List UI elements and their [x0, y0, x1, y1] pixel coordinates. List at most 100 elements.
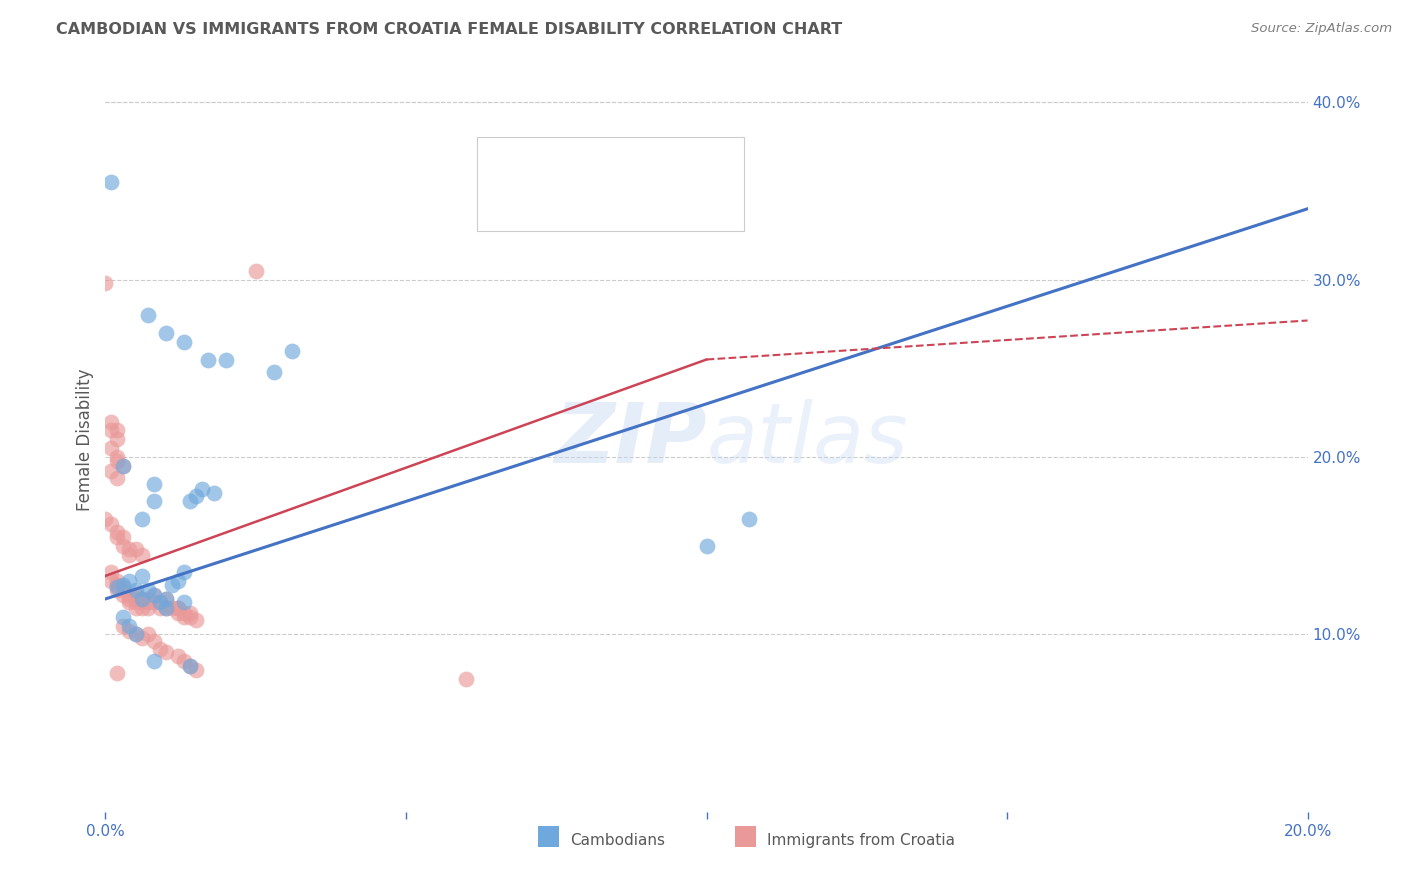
- Text: N = 38: N = 38: [641, 157, 702, 172]
- Point: [155, 326, 177, 340]
- Point: [179, 494, 201, 508]
- Point: [179, 606, 201, 620]
- Text: Immigrants from Croatia: Immigrants from Croatia: [768, 833, 955, 847]
- Point: [454, 672, 477, 686]
- Point: [131, 591, 153, 606]
- Point: [142, 476, 165, 491]
- Point: [107, 453, 129, 467]
- Point: [112, 458, 135, 473]
- Point: [136, 595, 159, 609]
- Point: [94, 512, 117, 526]
- Point: [112, 582, 135, 597]
- Point: [100, 566, 122, 580]
- Point: [148, 641, 170, 656]
- Point: [107, 574, 129, 589]
- Point: [112, 580, 135, 594]
- Point: [142, 588, 165, 602]
- Point: [263, 365, 285, 379]
- Point: [136, 308, 159, 322]
- Point: [155, 591, 177, 606]
- Point: [173, 566, 195, 580]
- Point: [166, 574, 188, 589]
- Text: Cambodians: Cambodians: [571, 833, 665, 847]
- Point: [179, 609, 201, 624]
- Point: [107, 433, 129, 447]
- Point: [124, 591, 146, 606]
- Point: [190, 482, 212, 496]
- Point: [136, 627, 159, 641]
- Point: [202, 485, 225, 500]
- Point: [100, 441, 122, 455]
- Point: [112, 539, 135, 553]
- Point: [131, 569, 153, 583]
- Point: [107, 582, 129, 597]
- Point: [124, 600, 146, 615]
- Point: [112, 618, 135, 632]
- Point: [184, 489, 207, 503]
- Point: [100, 574, 122, 589]
- Point: [166, 606, 188, 620]
- Point: [173, 595, 195, 609]
- Point: [184, 663, 207, 677]
- Point: [142, 634, 165, 648]
- Point: [124, 627, 146, 641]
- Point: [184, 613, 207, 627]
- Point: [214, 352, 236, 367]
- Text: CAMBODIAN VS IMMIGRANTS FROM CROATIA FEMALE DISABILITY CORRELATION CHART: CAMBODIAN VS IMMIGRANTS FROM CROATIA FEM…: [56, 22, 842, 37]
- Point: [112, 530, 135, 544]
- Point: [107, 471, 129, 485]
- Circle shape: [482, 158, 522, 171]
- Point: [155, 600, 177, 615]
- Point: [166, 600, 188, 615]
- Point: [124, 588, 146, 602]
- Point: [100, 175, 122, 189]
- Point: [155, 645, 177, 659]
- Point: [142, 494, 165, 508]
- Point: [166, 648, 188, 663]
- Point: [118, 624, 141, 638]
- Point: [107, 450, 129, 464]
- Point: [118, 548, 141, 562]
- Circle shape: [482, 199, 522, 212]
- Point: [94, 277, 117, 291]
- Point: [155, 591, 177, 606]
- Point: [737, 512, 759, 526]
- Point: [107, 424, 129, 438]
- Point: [107, 666, 129, 681]
- Point: [118, 595, 141, 609]
- Text: Source: ZipAtlas.com: Source: ZipAtlas.com: [1251, 22, 1392, 36]
- Point: [136, 600, 159, 615]
- Point: [131, 595, 153, 609]
- Point: [118, 618, 141, 632]
- Text: ZIP: ZIP: [554, 399, 707, 480]
- Point: [107, 578, 129, 592]
- Point: [160, 600, 183, 615]
- Text: atlas: atlas: [707, 399, 908, 480]
- Point: [131, 591, 153, 606]
- Point: [179, 659, 201, 673]
- Point: [173, 334, 195, 349]
- Point: [131, 548, 153, 562]
- Point: [118, 542, 141, 557]
- Point: [107, 578, 129, 592]
- Text: R = 0.202: R = 0.202: [524, 198, 605, 213]
- Point: [166, 600, 188, 615]
- Point: [160, 578, 183, 592]
- Point: [142, 595, 165, 609]
- Point: [107, 580, 129, 594]
- Point: [148, 595, 170, 609]
- Point: [281, 343, 304, 358]
- Point: [197, 352, 219, 367]
- Point: [131, 631, 153, 645]
- Point: [100, 464, 122, 478]
- Y-axis label: Female Disability: Female Disability: [76, 368, 94, 510]
- Point: [118, 574, 141, 589]
- Point: [112, 458, 135, 473]
- Point: [148, 600, 170, 615]
- Point: [124, 582, 146, 597]
- Point: [179, 659, 201, 673]
- Point: [696, 539, 718, 553]
- Point: [136, 591, 159, 606]
- Point: [131, 512, 153, 526]
- Point: [155, 600, 177, 615]
